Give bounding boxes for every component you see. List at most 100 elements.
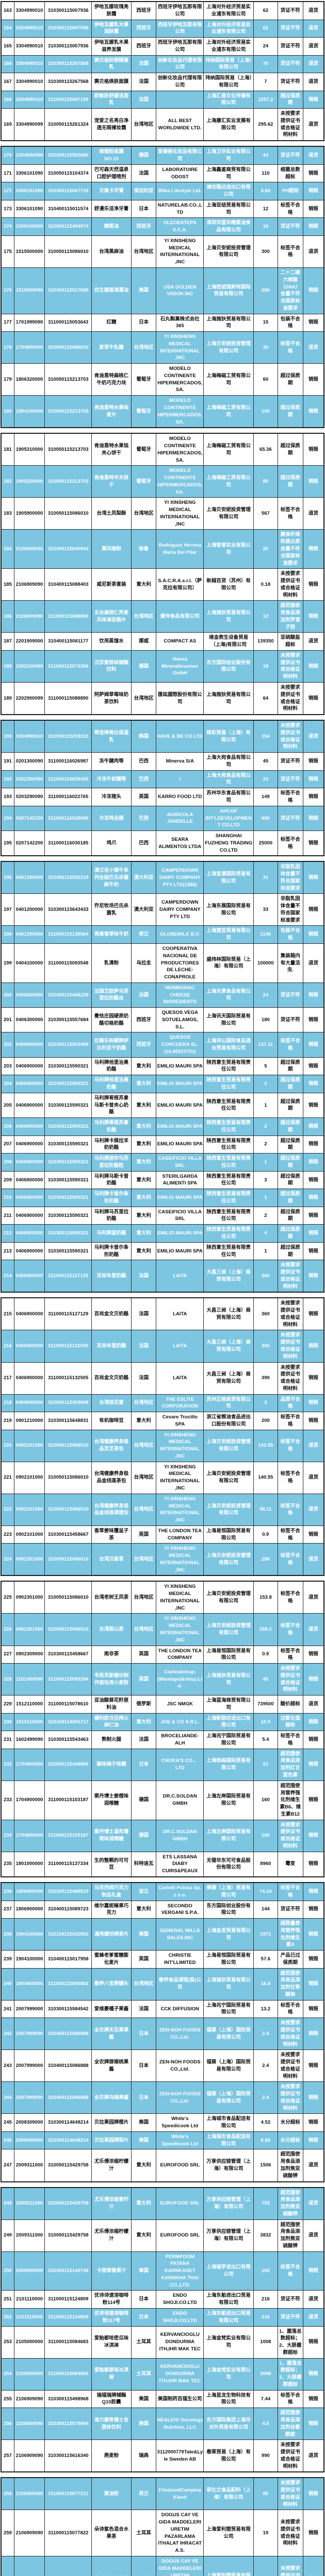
cell-quantity: 300 <box>253 235 278 268</box>
cell-hs-code: 1806900000 <box>13 1900 45 1919</box>
cell-reason: 标签不合格 <box>277 1999 304 2019</box>
cell-importer: 上海金梵实业有限公司 <box>203 2326 254 2359</box>
cell-seq: 178 <box>1 331 14 364</box>
cell-product-name: 曼恰庄园硬质奶酪切格奶酪 <box>91 1007 132 1033</box>
cell-seq: 202 <box>1 1032 14 1058</box>
cell-seq: 195 <box>1 831 14 856</box>
table-row: 216 0406900000 311000115132505 百尚布里奶酪 法国 LAIT… <box>1 1330 324 1363</box>
cell-product-name: 德利欧冷压榨火麻仁油 <box>91 1713 132 1732</box>
cell-action: 销毁 <box>303 1075 324 1093</box>
cell-product-name: 肯迪恩特水果馅夹心饼干 <box>91 433 132 466</box>
cell-manufacturer: ALL BEST WORLDWIDE LTD. <box>156 108 204 141</box>
cell-cert-no: 310400115086888 <box>44 2081 92 2114</box>
cell-reason: 超过保质期 <box>277 90 304 109</box>
table-row: 248 2009311000 310050115429758 尤乐傅浓缩青柠汁 意大利 E… <box>1 2187 324 2220</box>
cell-origin: 意大利 <box>131 1057 157 1076</box>
cell-cert-no: 310050115086010 <box>44 1613 92 1646</box>
cell-origin: 英国 <box>131 788 157 806</box>
cell-hs-code: 1515500000 <box>13 235 45 268</box>
cell-reason: 水分超标 <box>277 2113 304 2132</box>
cell-origin: 土耳其 <box>131 2326 157 2359</box>
cell-quantity: 45 <box>253 1663 278 1696</box>
cell-importer: 上海易恒国际贸易有限公司 <box>203 1950 254 1969</box>
cell-action: 销毁 <box>303 1032 324 1058</box>
cell-hs-code: 0406900000 <box>13 1032 45 1058</box>
cell-seq: 213 <box>1 1242 14 1261</box>
cell-manufacturer: 春养食品调理(股)公司 <box>156 1968 204 2001</box>
cell-cert-no: 310050115448896 <box>44 1748 92 1781</box>
cell-reason: 未按要求提供证书或合格证明材料 <box>277 2018 304 2050</box>
cell-reason: 标签不合格 <box>277 1461 304 1494</box>
cell-product-name: 全农牌无花果果酱 <box>91 2018 132 2050</box>
cell-hs-code: 2007999000 <box>13 2018 45 2050</box>
cell-cert-no: 310300115590321 <box>44 1224 92 1243</box>
cell-action: 销毁 <box>303 313 324 332</box>
cell-product-name: 百尚布里奶酪 <box>91 1260 132 1293</box>
cell-action: 销毁 <box>303 788 324 806</box>
cell-product-name: 瑞福瑞牌辅酶Q10胶囊 <box>91 2389 132 2409</box>
cell-reason: 未按要求提供证书或合格证明材料 <box>277 568 304 601</box>
cell-reason: 超限量使用营养强化剂维生素A <box>277 1918 304 1951</box>
cell-action: 销毁 <box>303 925 324 944</box>
customs-table-section: 225 0902301000 310050115086010 台湾老树王凤茶 台湾地区 Y… <box>1 1581 324 1877</box>
cell-hs-code: 2008309000 <box>13 2113 45 2132</box>
cell-hs-code: 1904100000 <box>13 1918 45 1951</box>
table-row: 246 2008409000 310300114648214 贝拉果园牌梨片 美国 Whi… <box>1 2131 324 2150</box>
table-row: 236 1806900000 310300115488519 马克西姆巧克力制品礼盒波… <box>1 1882 324 1901</box>
cell-product-name: 百尚布里奶酪 <box>91 1330 132 1363</box>
cell-manufacturer: Minerva S/A <box>156 752 204 771</box>
table-row: 250 2009909000 310300115140748 卡丽泰蔬果汁 泰国 PERM… <box>1 2251 324 2291</box>
cell-reason: 未按要求提供证书或合格证明材料 <box>277 2081 304 2114</box>
cell-origin: 巴西 <box>131 805 157 832</box>
cell-reason: 未按要求提供证书或合格证明材料 <box>277 1663 304 1696</box>
cell-seq: 200 <box>1 982 14 1008</box>
cell-quantity: 44 <box>253 146 278 165</box>
cell-product-name: 马利牌哥根苏拿奶酪 <box>91 1117 132 1136</box>
cell-manufacturer: MODELO CONTINENTE HIPERMERCADOS,SA. <box>156 395 204 428</box>
cell-manufacturer: / <box>156 770 204 789</box>
cell-reason: PH超标 <box>277 182 304 200</box>
cell-hs-code: 2009311000 <box>13 2187 45 2220</box>
cell-quantity: 140.55 <box>253 1461 278 1494</box>
cell-product-name: 春养八宝粥罐头 <box>91 1968 132 2001</box>
table-row: 185 2106909090 310400115088403 威尼斯茶套装 意大利 S.A… <box>1 568 324 601</box>
cell-product-name: 马利牌卡普尔条形奶酪 <box>91 1242 132 1261</box>
cell-seq: 183 <box>1 497 14 530</box>
cell-action: 销毁 <box>303 2389 324 2409</box>
cell-origin: 英国 <box>131 1645 157 1664</box>
cell-seq: 218 <box>1 1394 14 1413</box>
cell-importer: 大昌三昶（上海）商贸有限公司 <box>203 1297 254 1331</box>
cell-manufacturer: NATURELAB.CO.,LTD <box>156 199 204 218</box>
cell-manufacturer: EUROFOOD SRL <box>156 2187 204 2220</box>
cell-manufacturer: CCK DIFFUSION <box>156 1999 204 2019</box>
cell-hs-code: 3304990099 <box>13 108 45 141</box>
cell-manufacturer: JSC NMGK <box>156 1695 204 1714</box>
cell-importer: 上海贝安妮投资管理有限公司 <box>203 1543 254 1576</box>
cell-reason: 货证不符 <box>277 55 304 74</box>
cell-product-name: 尤乐傅浓缩青柠汁 <box>91 2187 132 2220</box>
cell-cert-no: 310050115429758 <box>44 2149 92 2182</box>
cell-importer: 上海讯天国际贸易有限公司 <box>203 1007 254 1033</box>
cell-cert-no: 310300115590321 <box>44 1206 92 1225</box>
cell-importer: 上海左岸国际贸易有限公司 <box>203 1819 254 1852</box>
cell-reason: 超范围使用食品添加剂红甘蓝色素 <box>277 1748 304 1781</box>
cell-quantity: 739500 <box>253 1695 278 1714</box>
table-row: 218 0409000000 310050115359608 台湾桂花蜜 台湾地区 THE… <box>1 1394 324 1413</box>
cell-origin: 意大利 <box>131 1412 157 1430</box>
cell-cert-no: 310400115081177 <box>44 632 92 651</box>
cell-seq: 253 <box>1 2326 14 2359</box>
cell-manufacturer: Hansa Mineralbrunnen GmbH <box>156 650 204 683</box>
cell-action: 退货 <box>303 1543 324 1576</box>
cell-cert-no: 311000115053643 <box>44 313 92 332</box>
cell-reason: 超范围使用食品添加剂甘草酸钠 <box>277 1968 304 2001</box>
cell-importer: 上海瑞亨进出口有限公司 <box>203 2251 254 2291</box>
cell-seq: 248 <box>1 2187 14 2220</box>
cell-seq: 184 <box>1 529 14 569</box>
cell-cert-no: 310050115261324 <box>44 108 92 141</box>
table-row: 252 2101110000 311000115124809 优诗诗速溶咖啡粉117号… <box>1 2308 324 2327</box>
cell-origin: 葡萄牙 <box>131 433 157 466</box>
cell-action: 退货 <box>303 943 324 983</box>
cell-action: 退货 <box>303 1429 324 1462</box>
table-row: 192 0202300090 311000116029420 冷冻牛前腱等 巴西 / 上海大… <box>1 770 324 789</box>
cell-action: 销毁 <box>303 1153 324 1172</box>
